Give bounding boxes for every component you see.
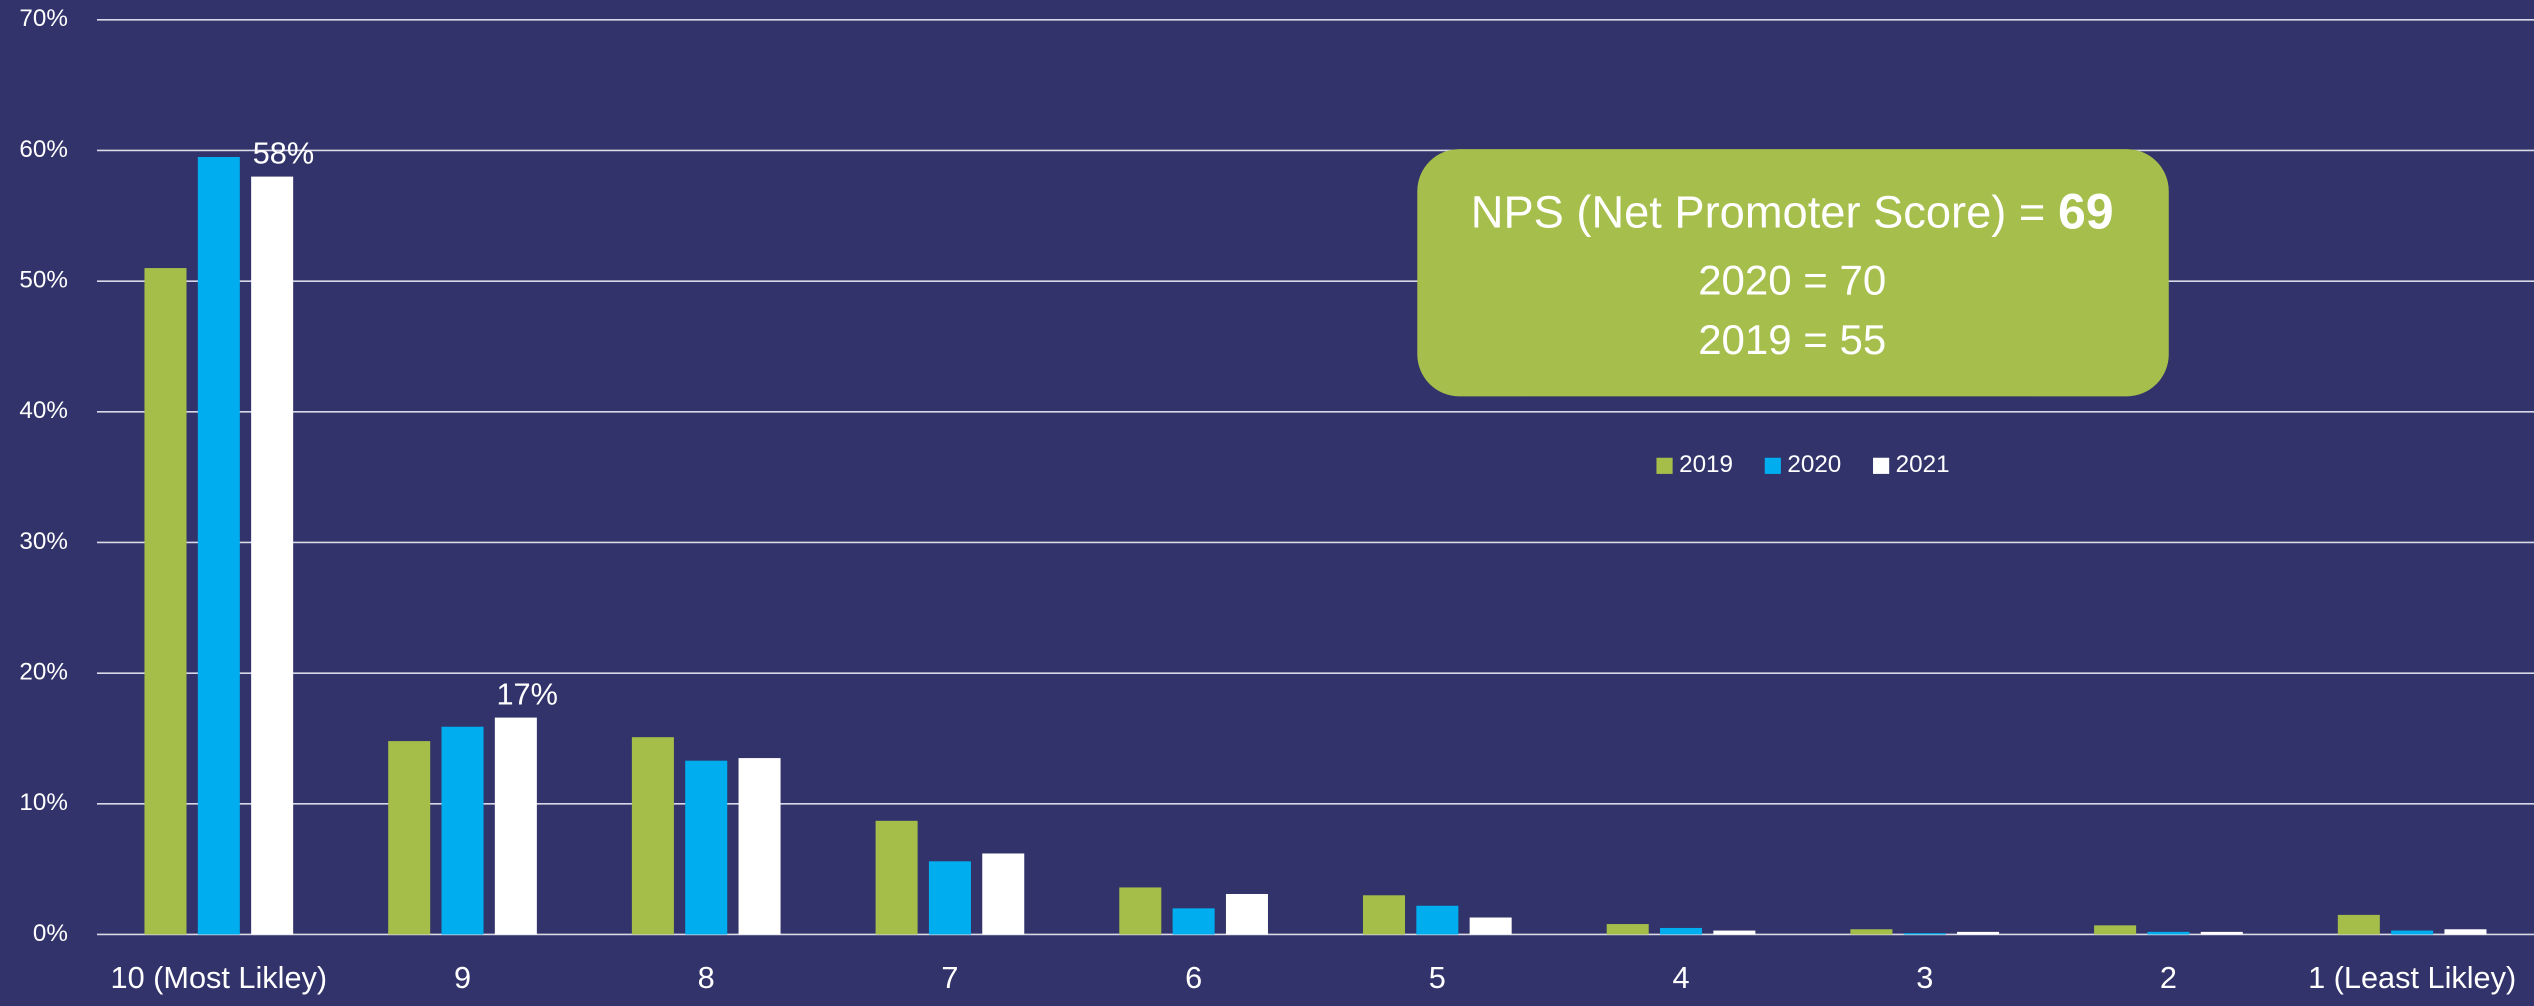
bar [144, 268, 187, 935]
bar [197, 156, 240, 935]
legend-swatch [1873, 457, 1890, 474]
bar [2391, 930, 2434, 935]
bar [1850, 929, 1893, 935]
bar [2094, 925, 2137, 935]
bar [494, 717, 537, 935]
bar [2147, 931, 2190, 935]
bar [631, 737, 674, 935]
bar [1606, 924, 1649, 935]
bar [1416, 905, 1459, 935]
bar [1469, 917, 1512, 935]
bar [1172, 908, 1215, 935]
bar [1660, 927, 1703, 935]
y-tick-label: 0% [33, 920, 68, 947]
bar [2337, 914, 2380, 935]
y-tick-label: 10% [19, 789, 68, 816]
bar [1362, 895, 1406, 935]
x-tick-label: 2 [2160, 960, 2177, 995]
x-tick-label: 4 [1672, 960, 1689, 995]
bar [441, 726, 484, 935]
x-tick-label: 9 [454, 960, 471, 995]
bar [388, 741, 431, 935]
bar [875, 820, 918, 935]
legend-label: 2020 [1787, 451, 1841, 478]
bar [2444, 929, 2487, 935]
bar [928, 861, 971, 935]
bar [1225, 893, 1268, 935]
bar [1713, 930, 1756, 935]
bar [2200, 931, 2243, 935]
x-tick-label: 7 [941, 960, 958, 995]
x-tick-label: 3 [1916, 960, 1933, 995]
bar [685, 760, 728, 935]
bar [1119, 887, 1162, 935]
y-tick-label: 30% [19, 528, 68, 555]
bar [982, 853, 1025, 935]
nps-text: NPS (Net Promoter Score) = [1471, 186, 2046, 237]
bar [1903, 933, 1946, 935]
legend-label: 2019 [1679, 451, 1733, 478]
legend-swatch [1656, 457, 1673, 474]
x-tick-label: 8 [698, 960, 715, 995]
y-tick-label: 70% [19, 5, 68, 32]
x-tick-label: 10 (Most Likley) [111, 960, 328, 995]
x-tick-label: 1 (Least Likley) [2308, 960, 2516, 995]
legend-label: 2021 [1896, 451, 1950, 478]
y-tick-label: 50% [19, 267, 68, 294]
bar [251, 176, 294, 935]
nps-line: NPS (Net Promoter Score) = 69 [1471, 184, 2114, 240]
data-label: 17% [496, 677, 557, 712]
nps-box-bg [1417, 149, 2169, 397]
x-tick-label: 5 [1429, 960, 1446, 995]
y-tick-label: 20% [19, 659, 68, 686]
nps-score: 69 [2058, 184, 2114, 240]
bar [738, 758, 781, 935]
data-label: 58% [253, 136, 314, 171]
nps-box: NPS (Net Promoter Score) = 69 2020 = 70 … [1417, 149, 2169, 397]
y-tick-label: 60% [19, 136, 68, 163]
x-tick-label: 6 [1185, 960, 1202, 995]
bar [1957, 931, 2000, 935]
y-tick-label: 40% [19, 397, 68, 424]
nps-2019: 2019 = 55 [1698, 316, 1886, 363]
legend-swatch [1764, 457, 1781, 474]
nps-2020: 2020 = 70 [1698, 256, 1886, 303]
